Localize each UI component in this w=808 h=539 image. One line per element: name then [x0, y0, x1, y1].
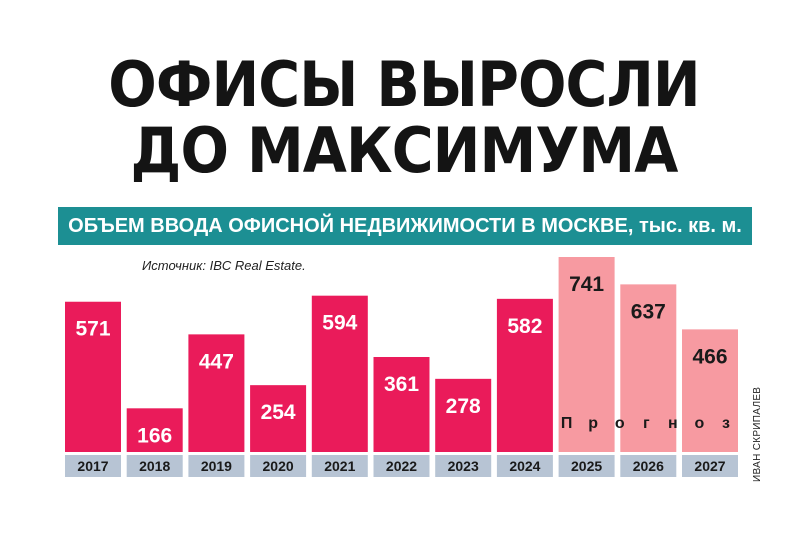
forecast-letter: П: [561, 415, 573, 432]
forecast-letter: р: [588, 415, 598, 432]
value-label-2024: 582: [507, 315, 542, 338]
year-label-2017: 2017: [77, 458, 108, 474]
value-label-2017: 571: [75, 318, 110, 341]
bar-2026: [620, 284, 677, 452]
value-label-2026: 637: [631, 300, 666, 323]
year-label-2022: 2022: [386, 458, 417, 474]
bar-2018: [126, 408, 183, 452]
source-note: Источник: IBC Real Estate.: [142, 258, 306, 273]
year-label-2020: 2020: [263, 458, 294, 474]
year-band-2023: [435, 455, 492, 477]
value-label-2021: 594: [322, 312, 357, 335]
chart-subtitle: ОБЪЕМ ВВОДА ОФИСНОЙ НЕДВИЖИМОСТИ В МОСКВ…: [68, 215, 742, 237]
year-label-2023: 2023: [448, 458, 479, 474]
bar-2022: [373, 357, 430, 452]
year-label-2021: 2021: [324, 458, 355, 474]
year-label-2026: 2026: [633, 458, 664, 474]
year-label-2019: 2019: [201, 458, 232, 474]
forecast-letter: г: [643, 415, 650, 432]
year-band-2026: [620, 455, 677, 477]
bar-2019: [188, 334, 245, 452]
bar-2023: [435, 378, 492, 452]
year-band-2021: [311, 455, 368, 477]
year-band-2020: [250, 455, 307, 477]
value-label-2019: 447: [199, 350, 234, 373]
bar-2025: [558, 257, 615, 452]
value-label-2027: 466: [692, 345, 727, 368]
year-band-2025: [558, 455, 615, 477]
bar-2021: [311, 295, 368, 452]
headline-line-1: ОФИСЫ ВЫРОСЛИ: [108, 48, 700, 121]
year-band-2019: [188, 455, 245, 477]
year-label-2025: 2025: [571, 458, 602, 474]
value-label-2023: 278: [446, 395, 481, 418]
headline-line-2: ДО МАКСИМУМА: [130, 114, 679, 187]
year-band-2022: [373, 455, 430, 477]
year-band-2017: [65, 455, 121, 477]
forecast-letter: з: [722, 415, 730, 432]
value-label-2018: 166: [137, 424, 172, 447]
forecast-letter: о: [695, 415, 705, 432]
bar-2027: [682, 329, 738, 452]
bar-2017: [65, 301, 121, 452]
year-band-2027: [682, 455, 738, 477]
value-label-2022: 361: [384, 373, 419, 396]
year-label-2018: 2018: [139, 458, 170, 474]
forecast-letter: о: [615, 415, 625, 432]
year-label-2024: 2024: [509, 458, 540, 474]
value-label-2025: 741: [569, 273, 604, 296]
bar-2020: [250, 385, 307, 452]
subtitle-bar: ОБЪЕМ ВВОДА ОФИСНОЙ НЕДВИЖИМОСТИ В МОСКВ…: [58, 207, 752, 245]
year-band-2018: [126, 455, 183, 477]
year-label-2027: 2027: [694, 458, 725, 474]
bar-2024: [496, 298, 553, 452]
value-label-2020: 254: [261, 401, 296, 424]
forecast-letter: н: [668, 415, 678, 432]
year-band-2024: [496, 455, 553, 477]
